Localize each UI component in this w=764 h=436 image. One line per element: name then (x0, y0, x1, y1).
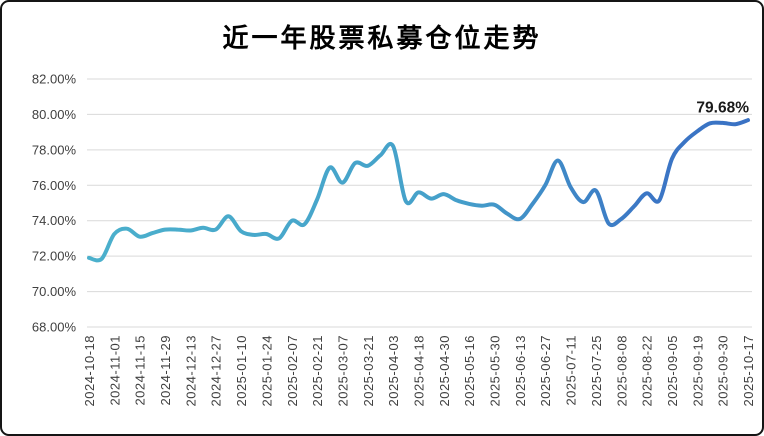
x-tick-label: 2025-10-17 (741, 335, 756, 407)
x-tick-label: 2025-01-10 (234, 335, 249, 407)
x-tick-label: 2025-09-30 (716, 335, 731, 407)
x-tick-label: 2025-07-25 (589, 335, 604, 407)
x-tick-label: 2025-03-07 (335, 335, 350, 407)
y-tick-label: 68.00% (32, 320, 77, 335)
x-tick-label: 2025-05-30 (488, 335, 503, 407)
y-tick-label: 74.00% (32, 213, 77, 228)
series-line (87, 118, 750, 263)
x-tick-label: 2025-04-30 (437, 335, 452, 407)
x-tick-label: 2025-06-13 (513, 335, 528, 407)
y-tick-label: 78.00% (32, 142, 77, 157)
x-tick-label: 2025-09-05 (665, 335, 680, 407)
x-tick-label: 2025-06-27 (538, 335, 553, 407)
x-tick-label: 2025-02-21 (310, 335, 325, 407)
y-tick-label: 80.00% (32, 107, 77, 122)
x-tick-label: 2024-12-27 (209, 335, 224, 407)
x-tick-label: 2025-04-18 (412, 335, 427, 407)
end-value-label: 79.68% (696, 100, 749, 117)
x-tick-label: 2024-10-18 (82, 335, 97, 407)
x-tick-label: 2025-04-03 (386, 335, 401, 407)
y-tick-label: 70.00% (32, 284, 77, 299)
x-tick-label: 2025-05-16 (462, 335, 477, 407)
y-tick-label: 82.00% (32, 72, 77, 87)
x-tick-label: 2025-07-11 (564, 335, 579, 406)
chart-title: 近一年股票私募仓位走势 (222, 24, 542, 53)
x-tick-label: 2025-01-24 (259, 335, 274, 407)
x-tick-label: 2025-03-21 (361, 335, 376, 407)
y-tick-label: 76.00% (32, 178, 77, 193)
x-tick-label: 2024-11-01 (107, 335, 122, 406)
x-tick-label: 2024-12-13 (183, 335, 198, 407)
x-tick-label: 2025-08-22 (640, 335, 655, 407)
x-tick-label: 2025-09-19 (690, 335, 705, 407)
x-tick-label: 2024-11-29 (158, 335, 173, 406)
x-tick-label: 2024-11-15 (133, 335, 148, 406)
y-tick-label: 72.00% (32, 249, 77, 264)
x-tick-label: 2025-02-07 (285, 335, 300, 407)
x-tick-label: 2025-08-08 (614, 335, 629, 407)
